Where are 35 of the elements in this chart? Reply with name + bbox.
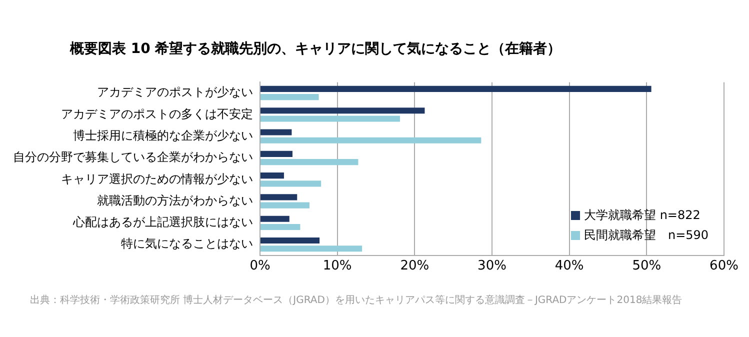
bar xyxy=(260,150,292,157)
bar xyxy=(260,129,292,136)
bar xyxy=(260,224,300,230)
x-tick-label: 0% xyxy=(250,258,270,274)
bar xyxy=(260,180,322,187)
y-tick-label: 博士採用に積極的な企業が少ない xyxy=(73,128,253,142)
x-tick-label: 10% xyxy=(322,258,352,274)
bar xyxy=(260,202,310,208)
x-tick-label: 50% xyxy=(632,258,662,274)
bar xyxy=(260,237,320,244)
x-tick-label: 60% xyxy=(710,258,738,274)
source-note: 出典：科学技術・学術政策研究所 博士人材データベース（JGRAD）を用いたキャリアパス等に関する意識調査－JGRADアンケート2018結果報告 xyxy=(30,294,684,308)
y-tick-label: 心配はあるが上記選択肢にはない xyxy=(72,215,253,230)
bar xyxy=(260,158,358,166)
y-tick-label: キャリア選択のための情報が少ない xyxy=(61,172,253,186)
legend-label: 民間就職希望 n=590 xyxy=(583,227,709,244)
bar xyxy=(260,246,362,252)
bar xyxy=(260,116,400,122)
x-tick-label: 40% xyxy=(554,258,584,274)
y-tick-label: アカデミアのポストが少ない xyxy=(97,85,253,100)
x-tick-label: 20% xyxy=(400,258,430,274)
legend-label: 大学就職希望 n=822 xyxy=(583,207,702,224)
y-tick-label: 特に気になることはない xyxy=(121,236,253,251)
bar xyxy=(260,86,652,92)
bar xyxy=(260,137,482,144)
chart-title: 概要図表 10 希望する就職先別の、キャリアに関して気になること（在籍者） xyxy=(70,40,562,58)
y-tick-label: 自分の分野で募集している企業がわからない xyxy=(13,150,253,164)
y-tick-label: 就職活動の方法がわからない xyxy=(97,193,253,208)
y-tick-label: アカデミアのポストの多くは不安定 xyxy=(61,106,253,121)
bar xyxy=(260,216,290,222)
bar xyxy=(260,94,319,100)
bar xyxy=(260,108,425,114)
bar xyxy=(260,172,284,179)
x-tick-label: 30% xyxy=(478,258,506,274)
bar xyxy=(260,194,298,200)
